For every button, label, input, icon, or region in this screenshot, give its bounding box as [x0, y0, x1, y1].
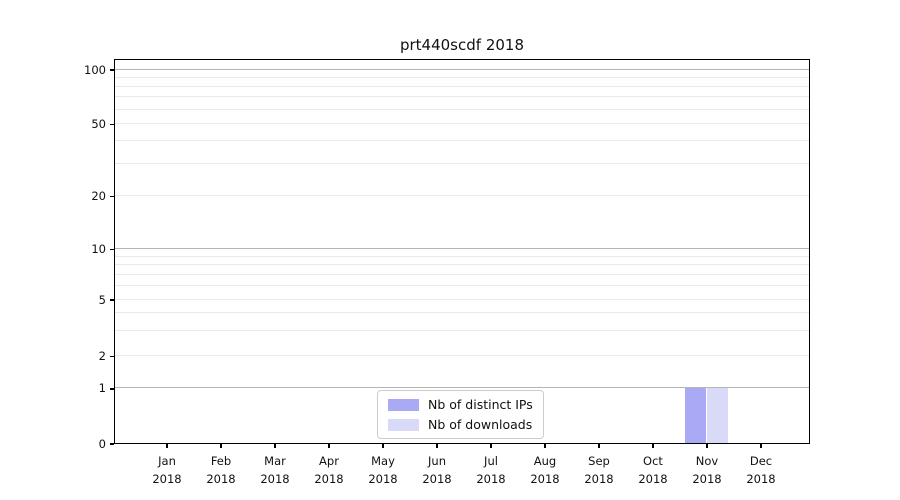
y-tick-mark	[110, 355, 114, 358]
x-tick-mark	[274, 444, 276, 448]
y-tick-label: 100	[84, 62, 106, 77]
minor-gridline	[115, 273, 809, 275]
y-tick-label: 5	[98, 292, 106, 307]
legend-label-distinct-ips: Nb of distinct IPs	[428, 397, 533, 412]
plot-area: Nb of distinct IPs Nb of downloads	[114, 59, 810, 444]
chart-title: prt440scdf 2018	[399, 36, 524, 54]
minor-gridline	[115, 122, 809, 124]
legend-label-downloads: Nb of downloads	[428, 417, 533, 432]
x-tick-mark	[706, 444, 708, 448]
minor-gridline	[115, 195, 809, 197]
y-tick-mark	[110, 443, 114, 445]
y-tick-label: 1	[98, 381, 106, 396]
legend: Nb of distinct IPs Nb of downloads	[377, 390, 544, 439]
minor-gridline	[115, 76, 809, 78]
x-tick-label: Aug 2018	[530, 454, 560, 486]
x-tick-mark	[220, 444, 222, 448]
minor-gridline	[115, 355, 809, 357]
x-tick-label: Feb 2018	[206, 454, 236, 486]
bar-distinct-ips	[684, 387, 707, 443]
legend-item-distinct-ips: Nb of distinct IPs	[388, 397, 533, 412]
y-tick-label: 10	[91, 241, 106, 256]
minor-gridline	[115, 140, 809, 142]
minor-gridline	[115, 108, 809, 110]
legend-swatch-downloads-icon	[388, 418, 419, 431]
minor-gridline	[115, 264, 809, 266]
bar-downloads	[706, 387, 729, 443]
x-tick-label: Dec 2018	[746, 454, 776, 486]
x-tick-label: Jul 2018	[476, 454, 506, 486]
y-tick-label: 20	[91, 189, 106, 204]
y-tick-mark	[110, 299, 114, 301]
x-tick-label: Oct 2018	[638, 454, 668, 486]
major-gridline	[115, 68, 809, 70]
minor-gridline	[115, 86, 809, 87]
legend-swatch-distinct-ips-icon	[388, 398, 419, 411]
y-tick-mark	[110, 388, 114, 390]
x-tick-label: Sep 2018	[584, 454, 614, 486]
major-gridline	[115, 247, 809, 249]
minor-gridline	[115, 298, 809, 300]
y-tick-label: 2	[98, 349, 106, 364]
x-tick-label: Jan 2018	[152, 454, 182, 486]
legend-item-downloads: Nb of downloads	[388, 417, 533, 432]
minor-gridline	[115, 255, 809, 257]
minor-gridline	[115, 163, 809, 165]
y-tick-mark	[110, 195, 114, 198]
major-gridline	[115, 387, 809, 389]
x-tick-label: Mar 2018	[260, 454, 290, 486]
minor-gridline	[115, 312, 809, 314]
x-tick-mark	[490, 444, 492, 448]
minor-gridline	[115, 330, 809, 332]
y-tick-label: 0	[98, 436, 106, 451]
x-tick-mark	[328, 444, 330, 448]
x-tick-label: Jun 2018	[422, 454, 452, 486]
x-tick-label: Apr 2018	[314, 454, 344, 486]
x-tick-mark	[760, 444, 762, 448]
minor-gridline	[115, 96, 809, 98]
x-tick-mark	[544, 444, 546, 448]
x-tick-mark	[436, 444, 438, 448]
minor-gridline	[115, 285, 809, 287]
y-tick-mark	[110, 69, 114, 71]
y-tick-mark	[110, 123, 114, 126]
x-tick-mark	[382, 444, 384, 448]
y-tick-label: 50	[91, 116, 106, 131]
x-tick-mark	[652, 444, 654, 448]
y-tick-mark	[110, 248, 114, 251]
x-tick-mark	[166, 444, 168, 448]
x-tick-label: May 2018	[368, 454, 398, 486]
x-tick-mark	[598, 444, 600, 448]
x-tick-label: Nov 2018	[692, 454, 722, 486]
